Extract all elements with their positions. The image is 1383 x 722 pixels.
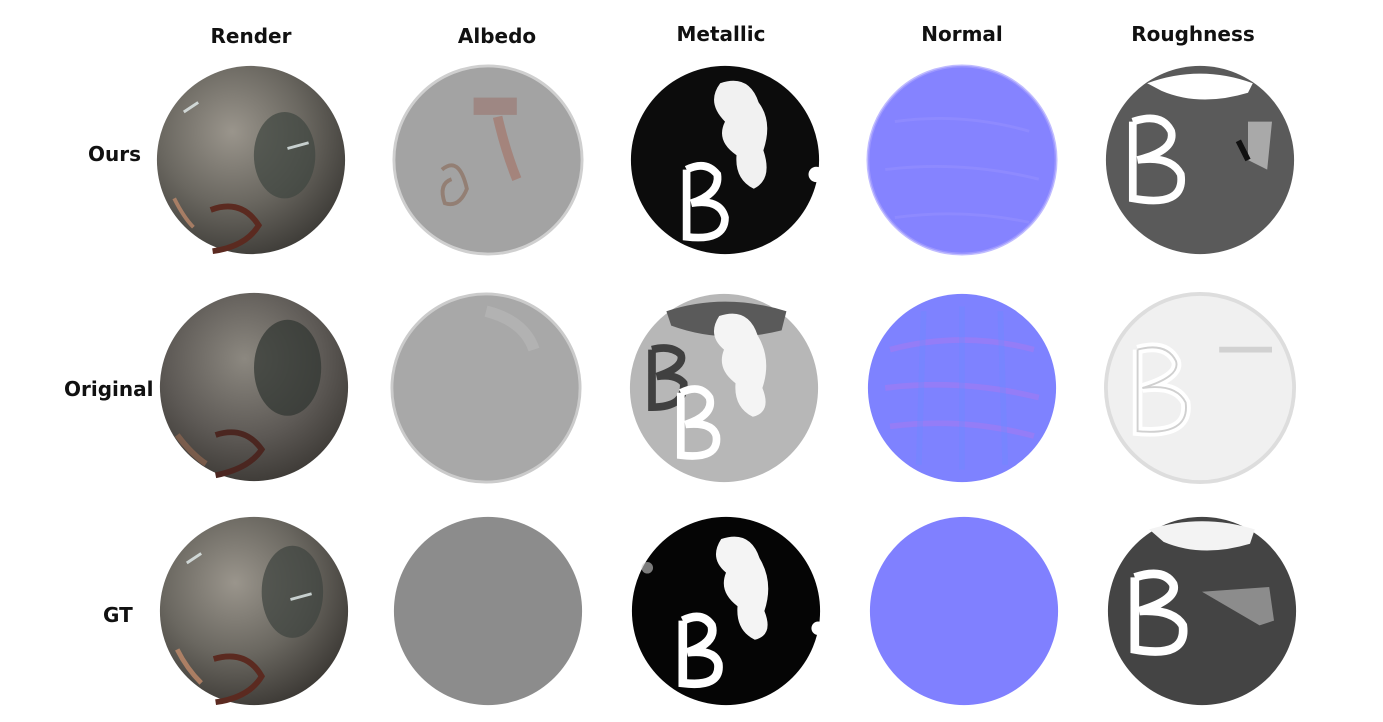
sphere-gt-render	[158, 515, 350, 707]
sphere-ours-roughness	[1104, 64, 1296, 256]
column-header-roughness: Roughness	[1131, 22, 1255, 46]
row-label-original: Original	[64, 377, 154, 401]
column-header-albedo: Albedo	[457, 24, 537, 48]
sphere-gt-roughness	[1106, 515, 1298, 707]
sphere-ours-metallic	[629, 64, 821, 256]
row-label-ours: Ours	[88, 142, 142, 166]
sphere-gt-metallic	[630, 515, 822, 707]
column-header-metallic: Metallic	[676, 22, 766, 46]
sphere-original-roughness	[1104, 292, 1296, 484]
sphere-ours-albedo	[392, 64, 584, 256]
column-header-render: Render	[210, 24, 292, 48]
sphere-gt-normal	[868, 515, 1060, 707]
row-label-gt: GT	[103, 603, 133, 627]
sphere-original-albedo	[390, 292, 582, 484]
sphere-gt-albedo	[392, 515, 584, 707]
sphere-original-normal	[866, 292, 1058, 484]
column-header-normal: Normal	[921, 22, 1003, 46]
sphere-ours-normal	[866, 64, 1058, 256]
sphere-original-metallic	[628, 292, 820, 484]
sphere-original-render	[158, 291, 350, 483]
sphere-ours-render	[155, 64, 347, 256]
